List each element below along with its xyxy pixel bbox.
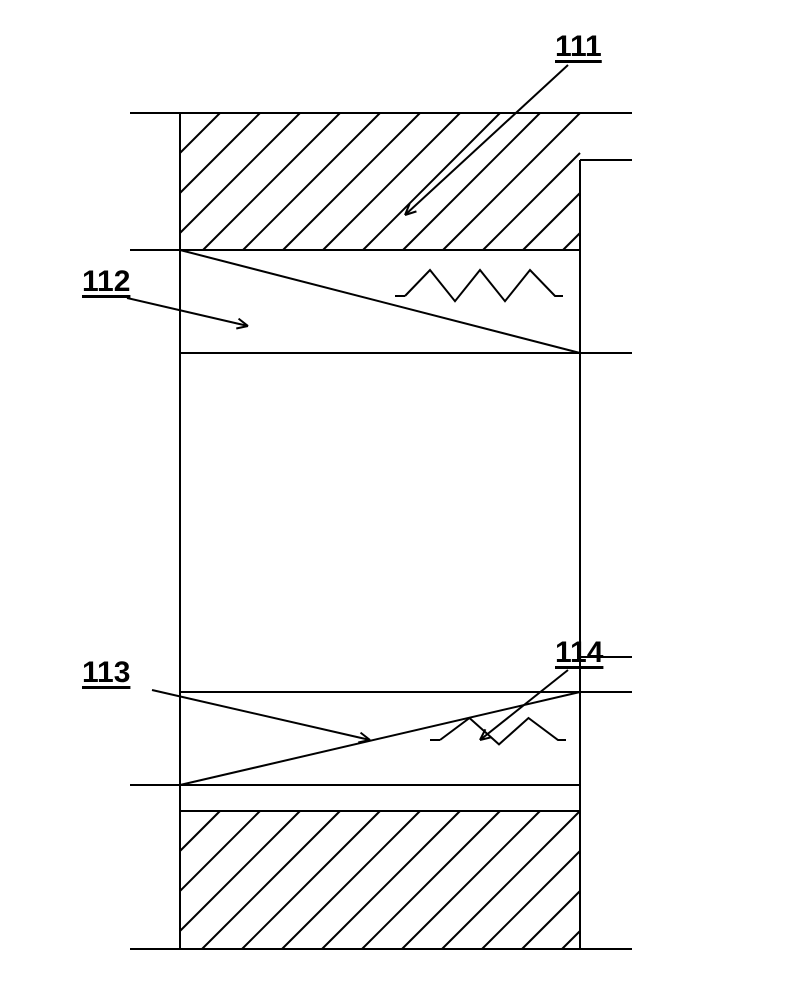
label-114: 114 (555, 636, 603, 670)
diagram-container: 111 112 113 114 (0, 0, 797, 1000)
technical-diagram (0, 0, 797, 1000)
label-112: 112 (82, 265, 130, 299)
label-113: 113 (82, 656, 130, 690)
label-111: 111 (555, 30, 602, 64)
